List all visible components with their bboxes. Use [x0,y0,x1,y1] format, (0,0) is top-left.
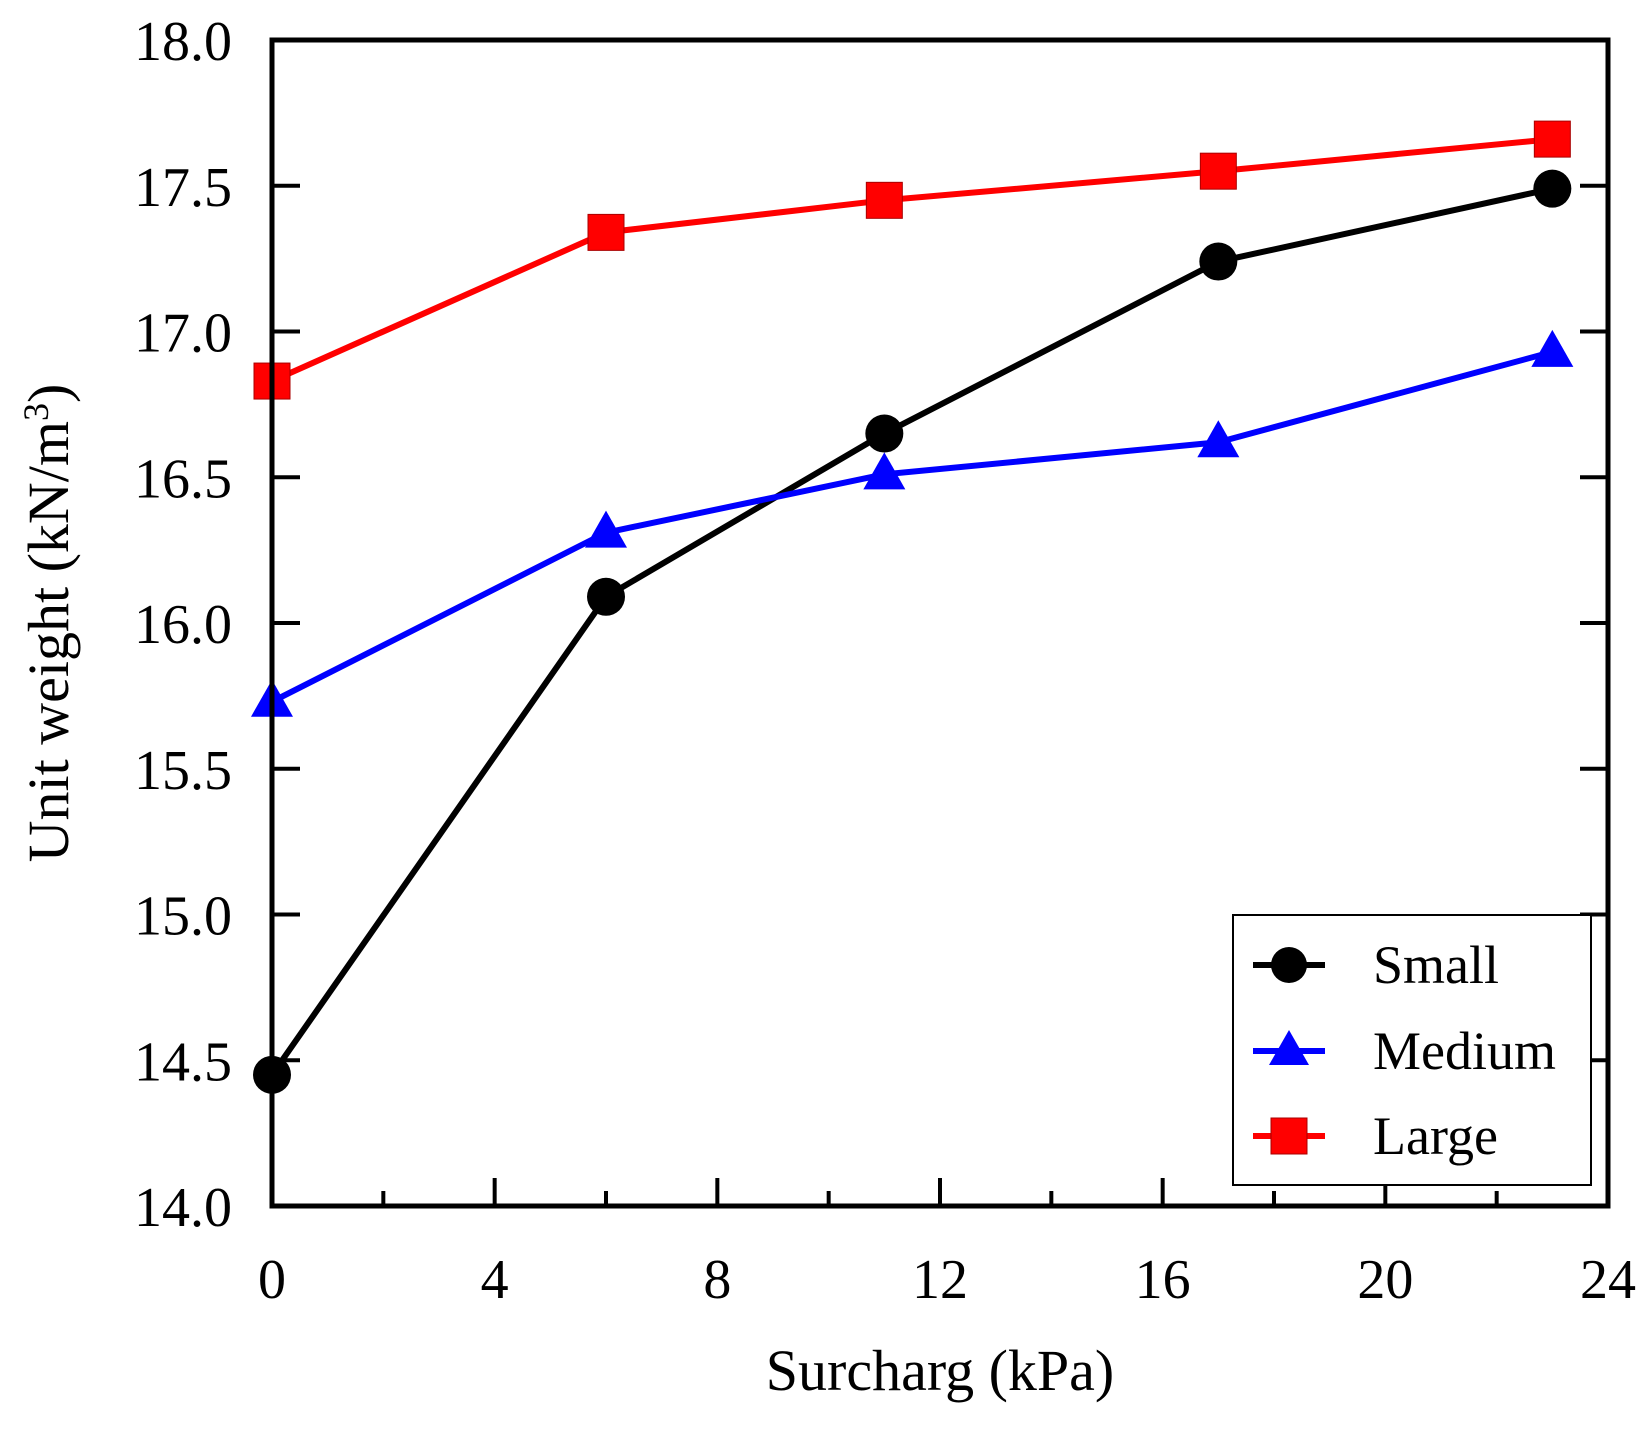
data-point-medium [863,452,906,490]
data-point-medium [1197,420,1240,458]
data-point-large [587,213,625,251]
x-tick-label: 0 [258,1249,286,1311]
series-line-medium [270,349,1554,705]
y-tick-label: 17.5 [134,157,232,219]
x-tick-label: 24 [1580,1249,1636,1311]
x-tick-label: 16 [1135,1249,1191,1311]
x-axis-title: Surcharg (kPa) [766,1338,1114,1403]
x-tick-label: 4 [481,1249,509,1311]
series-layer [251,120,1574,1094]
data-point-large [1533,120,1571,158]
y-axis-title-sup: 3 [16,403,56,421]
data-point-medium [585,510,627,548]
legend-label-large: Large [1373,1106,1498,1166]
y-axis-title-close: ) [16,384,81,403]
y-tick-label: 14.5 [134,1031,232,1093]
data-point-small [865,414,904,453]
y-tick-label: 15.5 [134,740,232,802]
legend-label-medium: Medium [1373,1021,1556,1081]
y-tick-label: 18.0 [134,11,232,73]
data-point-medium [1531,329,1574,367]
x-tick-label: 8 [703,1249,731,1311]
legend: Small Medium Large [1232,914,1592,1186]
x-tick-label: 20 [1357,1249,1413,1311]
y-tick-label: 16.5 [134,448,232,510]
data-point-small [1199,242,1238,281]
y-axis-title: Unit weight (kN/m3) [16,384,81,863]
legend-marker-medium [1269,1030,1309,1065]
y-tick-label: 14.0 [134,1177,232,1239]
legend-marker-large [1270,1117,1308,1155]
y-tick-label: 16.0 [134,594,232,656]
y-axis-title-main: Unit weight (kN/m [16,421,81,862]
series-line-large [270,136,1553,384]
data-point-large [1199,152,1237,190]
legend-label-small: Small [1373,935,1499,995]
data-point-small [1533,169,1572,208]
x-tick-label: 12 [912,1249,968,1311]
plot-frame [269,37,1611,1209]
legend-marker-small [1271,947,1307,983]
y-tick-label: 17.0 [134,303,232,365]
ticks-layer: 0 4 8 12 16 20 24 14.0 14.5 15.0 15.5 16.0 16.5 17.0 1… [134,11,1636,1311]
y-tick-label: 15.0 [134,886,232,948]
data-point-small [587,577,625,616]
data-point-large [865,181,903,219]
